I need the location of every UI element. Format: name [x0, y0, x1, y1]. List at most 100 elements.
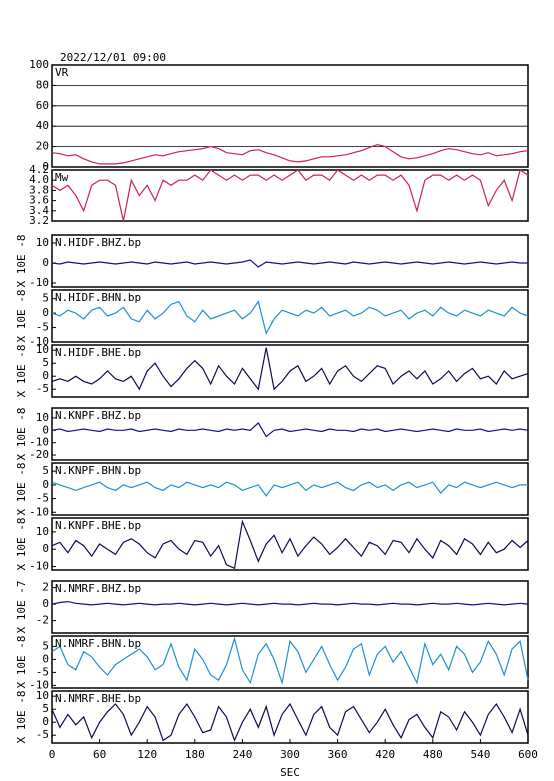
x-tick-label: 180 — [185, 748, 205, 761]
y-tick-label: 100 — [29, 58, 49, 71]
y-tick-label: 4.0 — [29, 173, 49, 186]
panel-frame — [51, 407, 529, 461]
x-axis-label: SEC — [280, 766, 300, 779]
trace — [51, 300, 529, 335]
y-tick-label: -10 — [29, 560, 49, 573]
y-tick-label: 5 — [42, 356, 49, 369]
y-axis-label: X 10E -7 — [15, 581, 28, 634]
y-tick-label: 0 — [42, 256, 49, 269]
x-tick-label: 300 — [280, 748, 300, 761]
y-tick-label: 0 — [42, 369, 49, 382]
trace — [51, 259, 528, 268]
chart-title: 2022/12/01 09:00 — [60, 51, 166, 64]
trace-label: N.KNPF.BHZ.bp — [55, 409, 141, 422]
trace-label: N.HIDF.BHZ.bp — [55, 236, 141, 249]
trace — [51, 519, 529, 570]
panel-frame — [51, 234, 529, 288]
y-axis-label: X 10E -8 — [15, 235, 28, 288]
y-tick-label: -2 — [36, 614, 49, 627]
y-tick-label: 10 — [36, 343, 49, 356]
y-axis-label: X 10E -8 — [15, 463, 28, 516]
x-tick-label: 600 — [518, 748, 538, 761]
trace — [51, 481, 528, 497]
panel-frame — [51, 517, 529, 571]
trace-label: N.NMRF.BHN.bp — [55, 637, 141, 650]
trace-label: N.NMRF.BHE.bp — [55, 692, 141, 705]
trace-label: N.HIDF.BHE.bp — [55, 346, 141, 359]
y-tick-label: 3.2 — [29, 214, 49, 227]
y-tick-label: 10 — [36, 411, 49, 424]
y-tick-label: 10 — [36, 525, 49, 538]
y-tick-label: -20 — [29, 448, 49, 461]
x-tick-label: 420 — [375, 748, 395, 761]
y-tick-label: 80 — [36, 78, 49, 91]
y-tick-label: 10 — [36, 689, 49, 702]
y-tick-label: 3.6 — [29, 194, 49, 207]
trace-label: N.NMRF.BHZ.bp — [55, 582, 141, 595]
y-tick-label: 10 — [36, 236, 49, 249]
trace-label: VR — [55, 66, 69, 79]
x-tick-label: 360 — [328, 748, 348, 761]
y-tick-label: -10 — [29, 505, 49, 518]
y-tick-label: -10 — [29, 276, 49, 289]
y-tick-label: 0 — [42, 597, 49, 610]
x-tick-label: 240 — [232, 748, 252, 761]
y-axis-label: X 10E -8 — [15, 408, 28, 461]
y-tick-label: 5 — [42, 702, 49, 715]
y-axis-label: X 10E -8 — [15, 691, 28, 744]
trace — [51, 702, 529, 743]
y-tick-label: 5 — [42, 639, 49, 652]
y-axis-label: X 10E -8 — [15, 345, 28, 398]
trace-label: Mw — [55, 171, 69, 184]
y-tick-label: -5 — [36, 665, 49, 678]
trace — [51, 347, 529, 391]
trace — [51, 421, 529, 438]
y-tick-label: 0 — [42, 542, 49, 555]
y-axis-label: X 10E -8 — [15, 636, 28, 689]
panel-frame — [51, 580, 529, 634]
panel-frame — [51, 64, 529, 168]
x-tick-label: 0 — [49, 748, 56, 761]
panel-frame — [51, 462, 529, 516]
y-tick-label: 0 — [42, 306, 49, 319]
trace-label: N.HIDF.BHN.bp — [55, 291, 141, 304]
y-tick-label: -10 — [29, 678, 49, 691]
y-tick-label: -5 — [36, 492, 49, 505]
trace — [51, 636, 529, 686]
trace — [51, 143, 529, 165]
y-tick-label: 2 — [42, 581, 49, 594]
y-tick-label: -10 — [29, 436, 49, 449]
panel-frame — [51, 344, 529, 398]
y-axis-label: X 10E -8 — [15, 290, 28, 343]
y-tick-label: 60 — [36, 99, 49, 112]
x-tick-label: 120 — [137, 748, 157, 761]
y-tick-label: 40 — [36, 119, 49, 132]
y-tick-label: -5 — [36, 728, 49, 741]
y-tick-label: -10 — [29, 335, 49, 348]
trace — [51, 600, 529, 606]
trace-label: N.KNPF.BHE.bp — [55, 519, 141, 532]
y-tick-label: -5 — [36, 321, 49, 334]
trace — [51, 169, 529, 222]
y-tick-label: 0 — [42, 478, 49, 491]
y-tick-label: 0 — [42, 715, 49, 728]
x-tick-label: 60 — [93, 748, 106, 761]
y-tick-label: 5 — [42, 464, 49, 477]
y-tick-label: 0 — [42, 652, 49, 665]
x-tick-label: 480 — [423, 748, 443, 761]
trace-label: N.KNPF.BHN.bp — [55, 464, 141, 477]
panel-frame — [51, 169, 529, 222]
y-tick-label: 20 — [36, 140, 49, 153]
panel-frame — [51, 635, 529, 689]
y-tick-label: 5 — [42, 292, 49, 305]
y-tick-label: 3.8 — [29, 183, 49, 196]
y-tick-label: -5 — [36, 382, 49, 395]
x-tick-label: 540 — [470, 748, 490, 761]
y-axis-label: X 10E -8 — [15, 518, 28, 571]
y-tick-label: 3.4 — [29, 204, 49, 217]
y-tick-label: 4.2 — [29, 163, 49, 176]
y-tick-label: 0 — [42, 423, 49, 436]
y-tick-label: 0 — [42, 160, 49, 173]
